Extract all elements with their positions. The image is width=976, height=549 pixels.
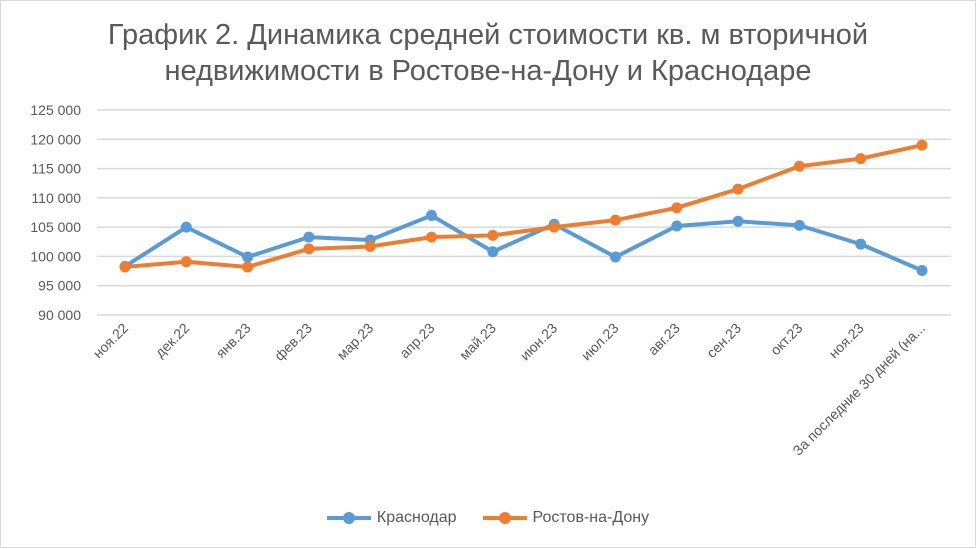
legend-label: Краснодар <box>376 509 457 526</box>
chart-title: График 2. Динамика средней стоимости кв.… <box>1 17 975 89</box>
data-point <box>732 183 744 195</box>
x-tick-label: мар.23 <box>333 320 376 363</box>
y-tick-label: 105 000 <box>30 219 81 235</box>
data-point <box>548 221 560 233</box>
x-tick-label: дек.22 <box>152 320 193 361</box>
y-tick-label: 100 000 <box>30 248 81 264</box>
x-tick-label: сен.23 <box>703 320 744 361</box>
y-tick-label: 125 000 <box>30 102 81 118</box>
y-tick-label: 115 000 <box>31 161 81 177</box>
data-point <box>671 220 683 232</box>
y-tick-label: 120 000 <box>30 131 81 147</box>
data-point <box>487 246 499 258</box>
title-line-2: недвижимости в Ростове-на-Дону и Краснод… <box>164 55 812 87</box>
legend-label: Ростов-на-Дону <box>532 509 650 526</box>
series-line-0 <box>123 213 923 273</box>
data-point <box>119 261 131 273</box>
x-tick-label: ноя.22 <box>90 320 132 362</box>
x-tick-label: авг.23 <box>645 320 683 358</box>
data-point <box>732 215 744 227</box>
y-tick-label: 95 000 <box>38 278 81 294</box>
data-point <box>180 256 192 268</box>
x-tick-label: За последние 30 дней (на... <box>789 320 928 459</box>
data-point <box>180 221 192 233</box>
data-point <box>609 251 621 263</box>
x-tick-label: июл.23 <box>578 320 622 364</box>
y-tick-label: 90 000 <box>38 307 81 323</box>
data-point <box>242 251 254 263</box>
data-point <box>855 238 867 250</box>
data-point <box>609 214 621 226</box>
data-point <box>487 229 499 241</box>
data-point <box>426 209 438 221</box>
x-tick-label: ноя.23 <box>825 320 867 362</box>
data-point <box>916 139 928 151</box>
x-tick-label: окт.23 <box>767 320 806 359</box>
data-point <box>671 202 683 214</box>
data-point <box>793 160 805 172</box>
legend-marker <box>326 512 371 524</box>
legend: Краснодар Ростов-на-Дону <box>1 509 975 527</box>
legend-item-rostov[interactable]: Ростов-на-Дону <box>482 509 650 527</box>
data-point <box>364 240 376 252</box>
data-point <box>303 231 315 243</box>
legend-marker <box>482 512 527 524</box>
title-line-1: График 2. Динамика средней стоимости кв.… <box>107 19 869 51</box>
series-line-1 <box>124 143 923 269</box>
x-tick-label: май.23 <box>456 320 499 363</box>
x-tick-label: апр.23 <box>396 320 438 362</box>
data-point <box>793 219 805 231</box>
y-tick-label: 110 000 <box>31 190 81 206</box>
data-point <box>855 153 867 165</box>
legend-item-krasnodar[interactable]: Краснодар <box>326 509 457 527</box>
data-point <box>916 264 928 276</box>
data-point <box>426 231 438 243</box>
x-tick-label: июн.23 <box>517 320 561 364</box>
data-point <box>303 243 315 255</box>
x-tick-label: янв.23 <box>213 320 254 361</box>
x-tick-label: фев.23 <box>271 320 315 364</box>
data-point <box>242 261 254 273</box>
